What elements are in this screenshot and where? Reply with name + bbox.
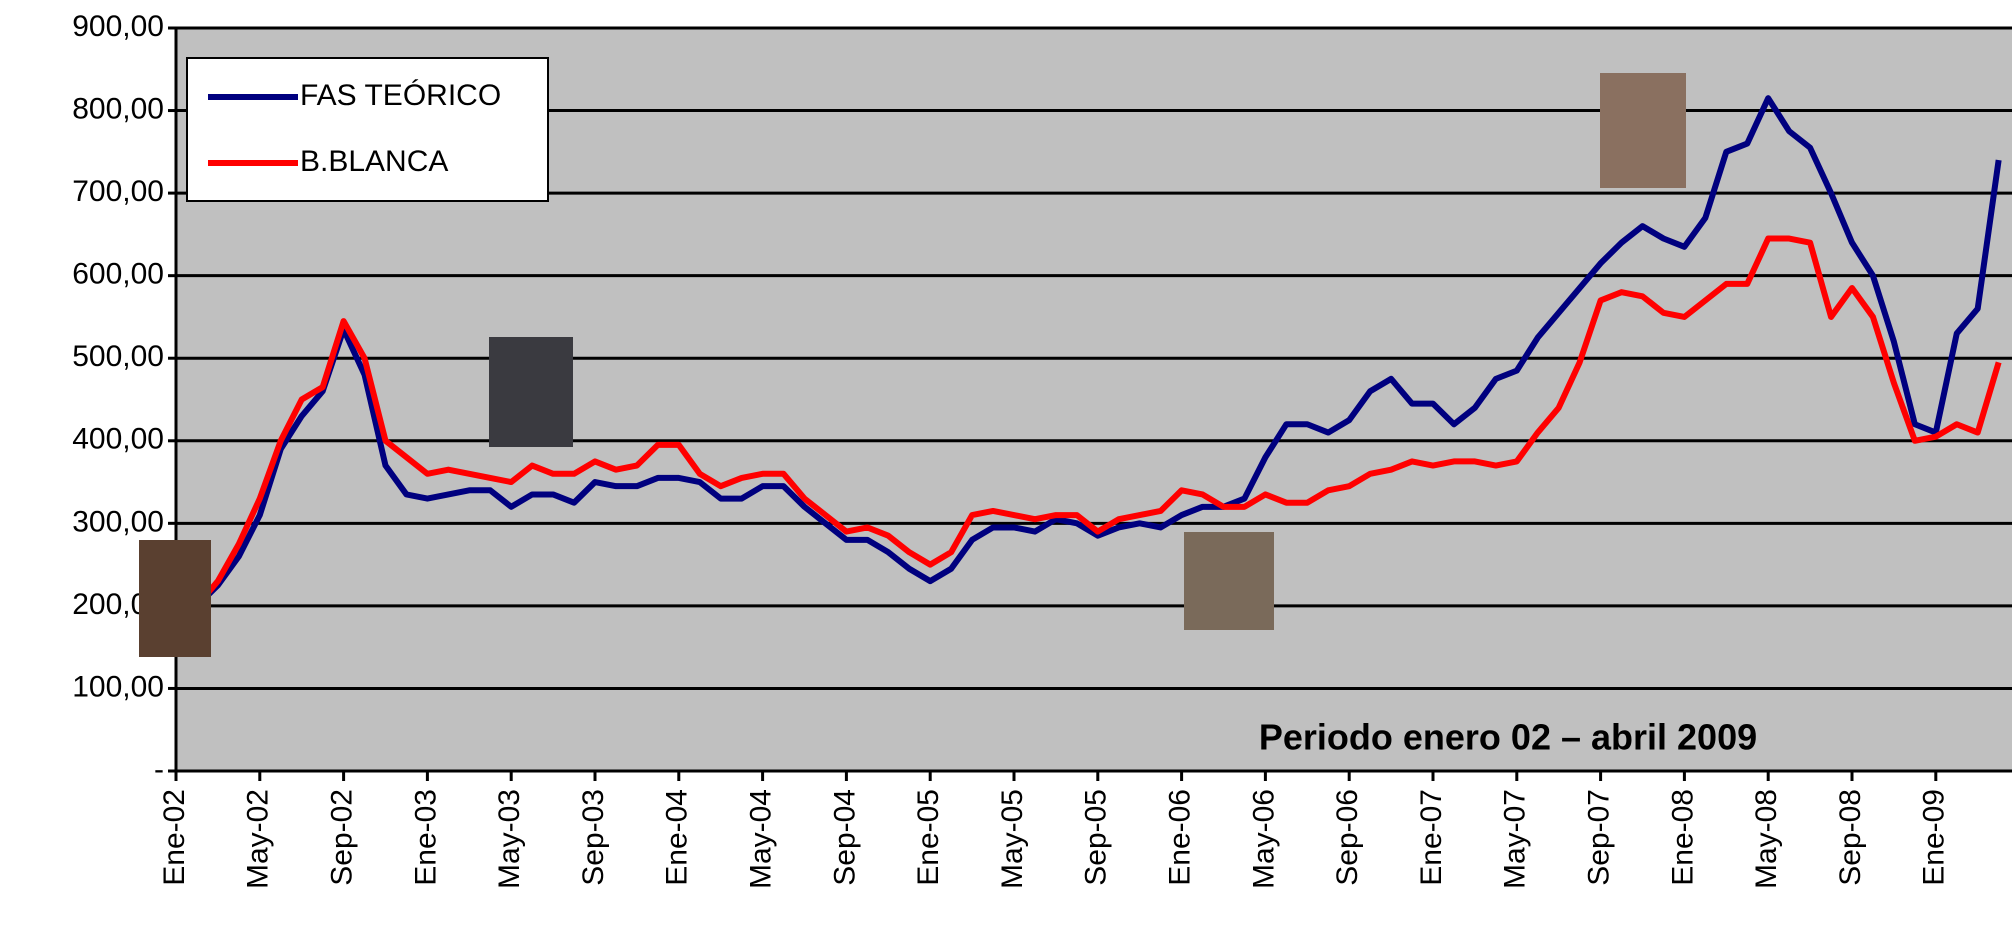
portrait — [1184, 532, 1274, 630]
y-tick-label: - — [154, 753, 164, 786]
annotation: Periodo enero 02 – abril 2009 — [1259, 717, 1757, 758]
y-tick-label: 500,00 — [72, 340, 164, 373]
series-line — [194, 95, 2002, 609]
series-line — [194, 235, 2002, 608]
x-tick-label: Ene-06 — [1164, 789, 1197, 886]
x-tick-label: May-04 — [745, 789, 778, 889]
x-tick-label: Sep-05 — [1080, 789, 1113, 886]
x-tick-label: Sep-03 — [577, 789, 610, 886]
x-tick-label: Ene-09 — [1918, 789, 1951, 886]
x-tick-label: Ene-07 — [1415, 789, 1448, 886]
x-tick-label: May-05 — [996, 789, 1029, 889]
chart-layer: -100,00200,00300,00400,00500,00600,00700… — [72, 10, 2012, 889]
y-tick-label: 600,00 — [72, 258, 164, 291]
legend-label: FAS TEÓRICO — [300, 79, 501, 112]
legend-label: B.BLANCA — [300, 145, 448, 178]
y-tick-label: 800,00 — [72, 92, 164, 125]
y-tick-label: 400,00 — [72, 423, 164, 456]
x-tick-label: May-03 — [493, 789, 526, 889]
x-tick-label: Ene-05 — [912, 789, 945, 886]
x-tick-label: Sep-06 — [1331, 789, 1364, 886]
x-tick-label: Sep-08 — [1834, 789, 1867, 886]
legend-box — [186, 57, 549, 202]
portrait — [139, 540, 211, 657]
x-tick-label: May-02 — [242, 789, 275, 889]
y-tick-label: 300,00 — [72, 505, 164, 538]
portraits — [139, 73, 1686, 657]
x-tick-label: Ene-04 — [661, 789, 694, 886]
x-tick-label: May-07 — [1499, 789, 1532, 889]
x-tick-label: Ene-03 — [409, 789, 442, 886]
y-tick-label: 100,00 — [72, 670, 164, 703]
portrait — [489, 337, 573, 447]
x-tick-label: Sep-07 — [1583, 789, 1616, 886]
x-tick-label: Ene-02 — [158, 789, 191, 886]
x-tick-label: Sep-04 — [828, 789, 861, 886]
x-tick-label: May-06 — [1247, 789, 1280, 889]
x-tick-label: May-08 — [1750, 789, 1783, 889]
x-tick-label: Ene-08 — [1666, 789, 1699, 886]
x-tick-label: Sep-02 — [326, 789, 359, 886]
portrait — [1600, 73, 1686, 188]
y-tick-label: 700,00 — [72, 175, 164, 208]
y-tick-label: 900,00 — [72, 10, 164, 43]
